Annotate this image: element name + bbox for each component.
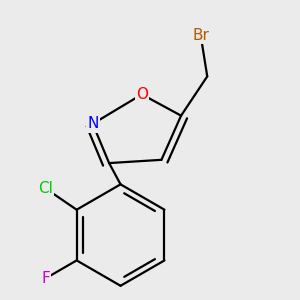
Text: O: O bbox=[136, 87, 148, 102]
Text: N: N bbox=[87, 116, 98, 131]
Text: Br: Br bbox=[192, 28, 209, 43]
Text: F: F bbox=[41, 271, 50, 286]
Text: Cl: Cl bbox=[38, 181, 53, 196]
